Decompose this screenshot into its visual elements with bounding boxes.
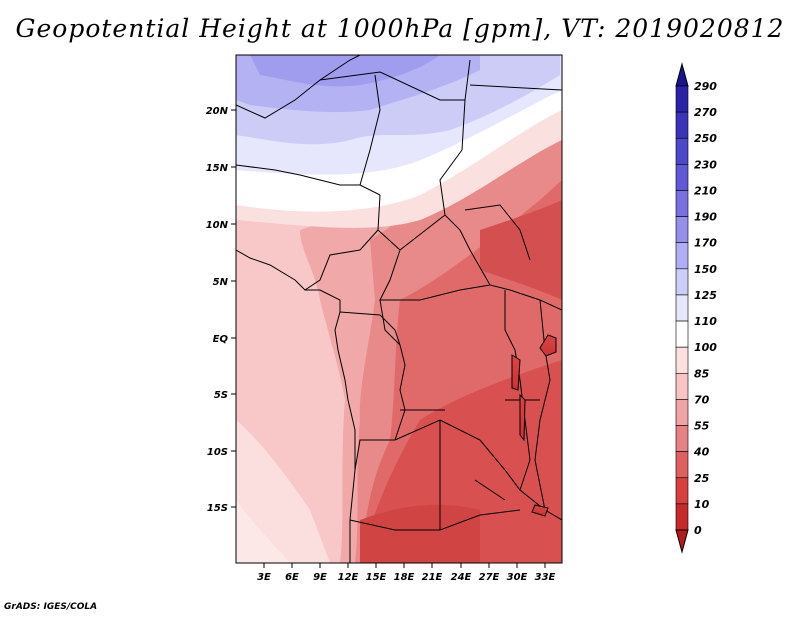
lon-label-27e: 27E — [479, 572, 500, 583]
lat-label-5n: 5N — [213, 277, 229, 288]
longitude-axis: 3E 6E 9E 12E 15E 18E 21E 24E 27E 30E 33E — [257, 563, 556, 583]
colorbar-segment — [675, 294, 689, 322]
colorbar-label: 0 — [694, 524, 702, 537]
colorbar-segment — [675, 372, 689, 400]
colorbar-segment — [675, 268, 689, 296]
colorbar-segment — [675, 190, 689, 217]
colorbar-label: 125 — [694, 289, 717, 302]
colorbar-label: 270 — [694, 106, 717, 119]
lon-label-3e: 3E — [257, 572, 271, 583]
lat-label-20n: 20N — [206, 106, 229, 117]
colorbar-segment — [675, 216, 689, 244]
colorbar-bottom-triangle — [675, 529, 689, 554]
colorbar-label: 85 — [694, 367, 710, 380]
colorbar-segment — [675, 503, 689, 531]
colorbar-label: 25 — [694, 472, 710, 485]
lon-label-24e: 24E — [451, 572, 472, 583]
colorbar-segment — [675, 85, 689, 113]
latitude-axis: 20N 15N 10N 5N EQ 5S 10S 15S — [206, 106, 236, 514]
colorbar-segment — [675, 451, 689, 479]
height-field — [236, 55, 562, 563]
lon-label-12e: 12E — [338, 572, 359, 583]
lon-label-18e: 18E — [394, 572, 415, 583]
lat-label-eq: EQ — [213, 334, 229, 345]
colorbar-label: 70 — [694, 393, 710, 406]
colorbar-label: 170 — [694, 237, 717, 250]
colorbar-label: 10 — [694, 498, 710, 511]
colorbar-segment — [675, 425, 689, 452]
lon-label-33e: 33E — [535, 572, 556, 583]
chart-title: Geopotential Height at 1000hPa [gpm], VT… — [15, 14, 785, 43]
lat-label-15s: 15S — [207, 503, 228, 514]
lon-label-21e: 21E — [422, 572, 443, 583]
colorbar-label: 190 — [694, 211, 717, 224]
lakes — [511, 334, 557, 517]
lon-label-9e: 9E — [313, 572, 327, 583]
lon-label-6e: 6E — [285, 572, 299, 583]
colorbar-segment — [675, 164, 689, 191]
map-frame — [235, 54, 563, 564]
colorbar-label: 55 — [694, 420, 710, 433]
colorbar-segment — [675, 477, 689, 505]
colorbar-label: 230 — [694, 158, 717, 171]
lat-label-10s: 10S — [207, 447, 228, 458]
lat-label-15n: 15N — [206, 163, 229, 174]
colorbar: 2902702502302101901701501251101008570554… — [675, 62, 717, 554]
colorbar-top-triangle — [675, 62, 689, 87]
lat-label-10n: 10N — [206, 220, 229, 231]
lon-label-15e: 15E — [366, 572, 387, 583]
colorbar-label: 150 — [694, 263, 717, 276]
colorbar-segment — [675, 111, 689, 139]
colorbar-label: 250 — [694, 132, 717, 145]
lat-label-5s: 5S — [214, 390, 228, 401]
colorbar-segment — [675, 242, 689, 270]
colorbar-label: 210 — [694, 184, 717, 197]
colorbar-label: 40 — [693, 446, 710, 459]
lon-label-30e: 30E — [507, 572, 528, 583]
colorbar-label: 110 — [694, 315, 717, 328]
colorbar-segment — [675, 346, 689, 374]
colorbar-segment — [675, 399, 689, 426]
colorbar-segment — [675, 137, 689, 165]
credit-label: GrADS: IGES/COLA — [4, 602, 98, 612]
colorbar-label: 290 — [694, 80, 717, 93]
colorbar-label: 100 — [694, 341, 717, 354]
colorbar-segment — [675, 320, 689, 348]
